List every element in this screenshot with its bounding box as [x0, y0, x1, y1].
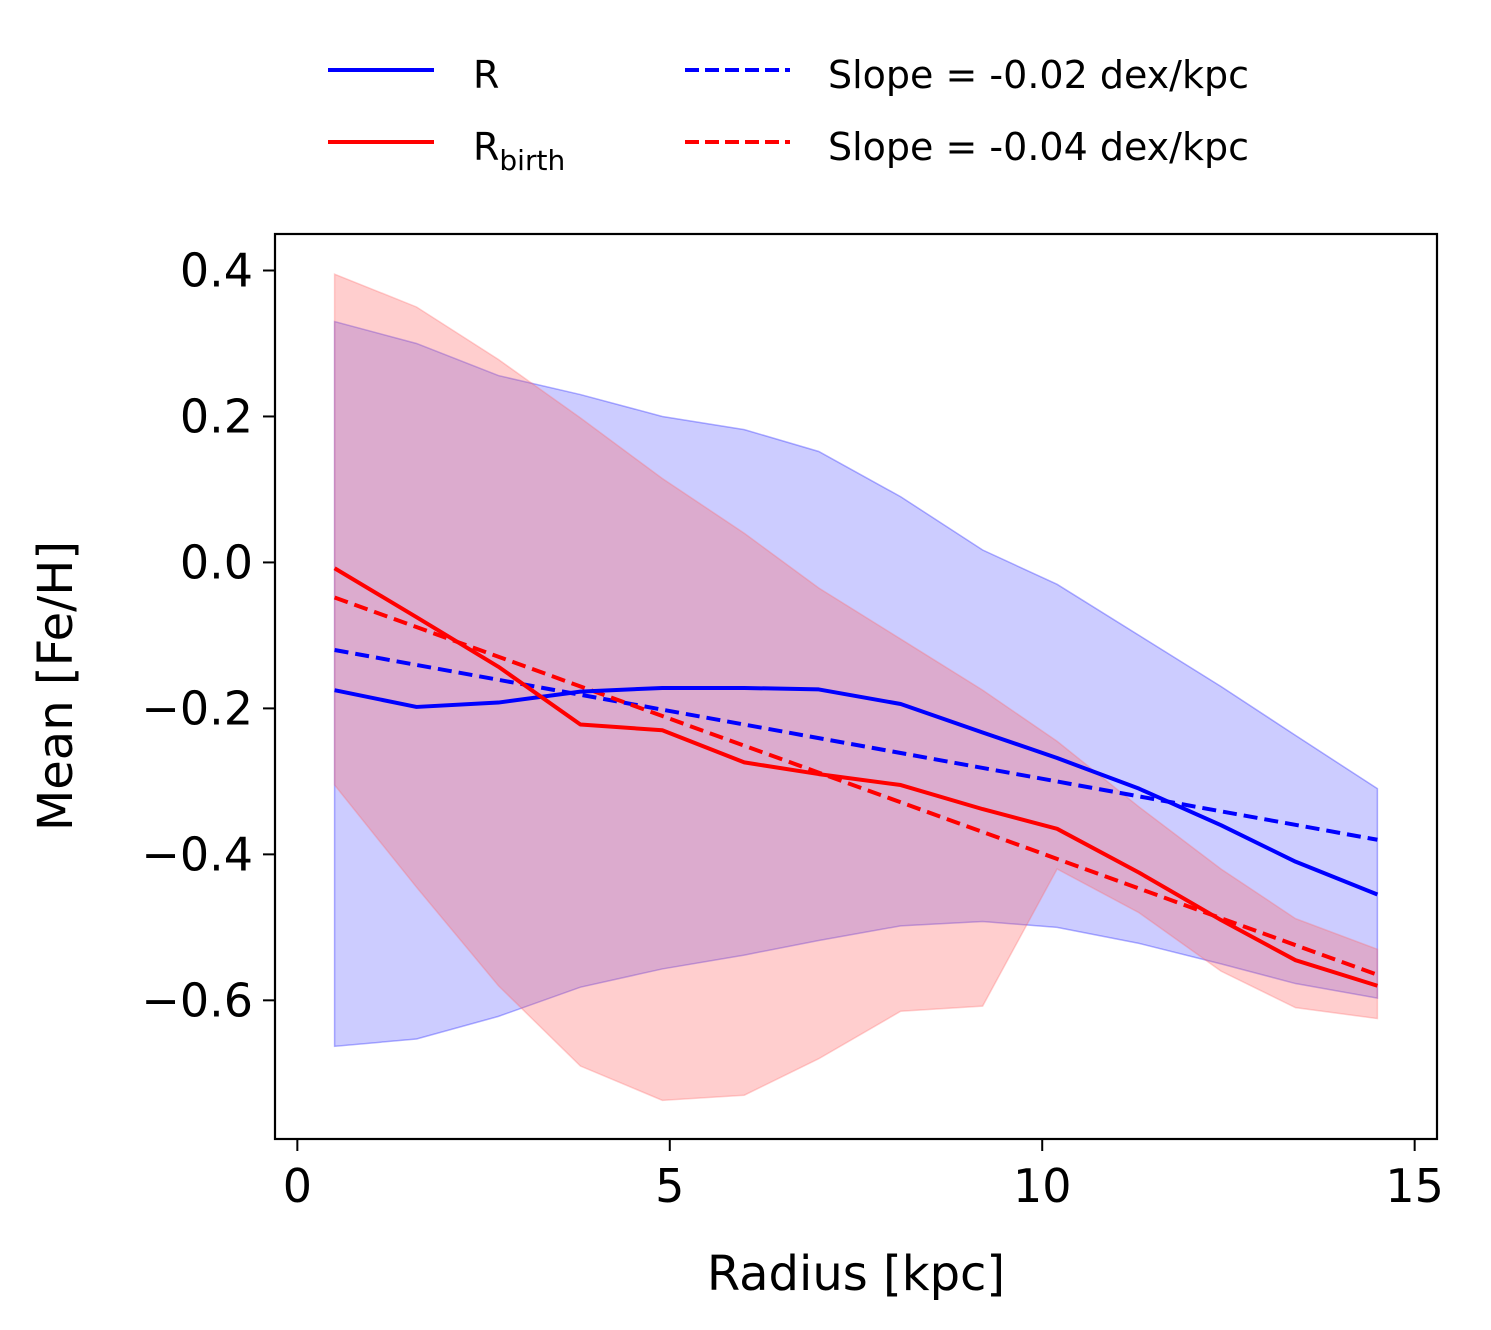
- series-line-r: [334, 685, 1379, 897]
- y-tick-label: 0.2: [180, 389, 253, 443]
- legend-label-rbirth-sub: birth: [499, 144, 565, 177]
- band-rbirth: [333, 273, 1379, 1102]
- legend-label-r: R: [473, 53, 499, 97]
- band-layer: [333, 273, 1379, 1102]
- series-line-rbirth: [333, 566, 1379, 988]
- y-tick-label: −0.4: [141, 827, 253, 881]
- legend-label-slope-blue: Slope = -0.02 dex/kpc: [828, 53, 1249, 97]
- fit-line-blue: [334, 648, 1378, 842]
- band-r: [333, 320, 1379, 1048]
- x-tick-label: 0: [283, 1159, 312, 1213]
- legend-label-rbirth-main: R: [473, 125, 499, 169]
- line-layer: [333, 566, 1379, 988]
- y-tick-label: 0.4: [180, 243, 253, 297]
- x-tick-label: 15: [1385, 1159, 1444, 1213]
- y-tick-label: −0.2: [141, 681, 253, 735]
- y-tick-label: 0.0: [180, 535, 253, 589]
- y-tick-label: −0.6: [141, 973, 253, 1027]
- x-axis: 0 5 10 15: [283, 1139, 1444, 1213]
- x-tick-label: 5: [655, 1159, 684, 1213]
- y-axis: 0.4 0.2 0.0 −0.2 −0.4 −0.6: [141, 243, 275, 1027]
- x-axis-label: Radius [kpc]: [707, 1246, 1005, 1302]
- x-tick-label: 10: [1013, 1159, 1072, 1213]
- legend: R Rbirth Slope = -0.02 dex/kpc Slope = -…: [328, 53, 1249, 177]
- plot-frame: [273, 232, 1439, 1141]
- legend-label-rbirth: Rbirth: [473, 125, 565, 177]
- y-axis-label: Mean [Fe/H]: [28, 541, 84, 831]
- legend-label-slope-red: Slope = -0.04 dex/kpc: [828, 125, 1249, 169]
